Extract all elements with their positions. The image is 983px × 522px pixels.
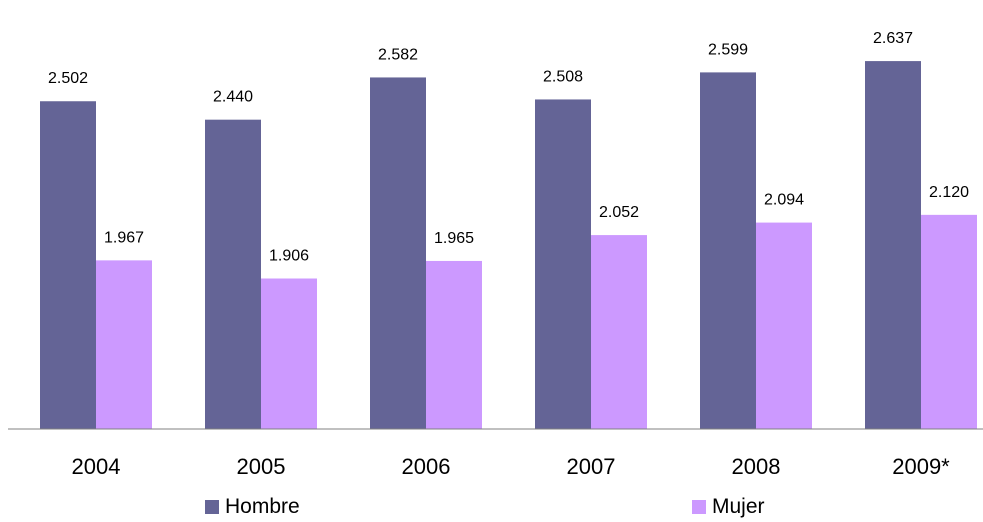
legend-item-hombre: Hombre bbox=[205, 492, 300, 522]
value-label-hombre-2006: 2.582 bbox=[378, 46, 418, 63]
value-label-mujer-2006: 1.965 bbox=[434, 230, 474, 247]
value-label-mujer-2009: 2.120 bbox=[929, 184, 969, 201]
bar-chart: 2.502 1.967 2.440 1.906 2.582 1.965 2.508 2.052… bbox=[8, 30, 983, 479]
value-label-hombre-2005: 2.440 bbox=[213, 89, 253, 106]
bar-hombre-2009 bbox=[865, 61, 921, 430]
bar-hombre-2006 bbox=[370, 77, 426, 429]
value-label-hombre-2007: 2.508 bbox=[543, 68, 583, 85]
bar-mujer-2004 bbox=[96, 260, 152, 429]
bar-hombre-2004 bbox=[40, 101, 96, 429]
bars-group bbox=[40, 61, 977, 430]
x-tick-label-2009: 2009* bbox=[892, 454, 950, 479]
value-label-mujer-2008: 2.094 bbox=[764, 192, 804, 209]
legend-swatch-mujer bbox=[692, 500, 706, 514]
bar-mujer-2006 bbox=[426, 260, 482, 429]
value-label-mujer-2007: 2.052 bbox=[599, 204, 639, 221]
bar-mujer-2009 bbox=[921, 214, 977, 429]
bar-mujer-2005 bbox=[261, 278, 317, 429]
legend-label-mujer: Mujer bbox=[712, 495, 765, 518]
legend-label-hombre: Hombre bbox=[225, 495, 300, 518]
legend-swatch-hombre bbox=[205, 500, 219, 514]
value-label-hombre-2008: 2.599 bbox=[708, 41, 748, 58]
bar-hombre-2007 bbox=[535, 99, 591, 429]
value-label-mujer-2004: 1.967 bbox=[104, 229, 144, 246]
bar-hombre-2005 bbox=[205, 119, 261, 430]
x-tick-label-2004: 2004 bbox=[72, 454, 121, 479]
value-label-mujer-2005: 1.906 bbox=[269, 248, 309, 265]
legend-item-mujer: Mujer bbox=[692, 492, 765, 522]
x-tick-label-2005: 2005 bbox=[237, 454, 286, 479]
value-label-hombre-2004: 2.502 bbox=[48, 70, 88, 87]
bar-mujer-2007 bbox=[591, 235, 647, 429]
x-tick-label-2008: 2008 bbox=[732, 454, 781, 479]
value-labels-group: 2.502 1.967 2.440 1.906 2.582 1.965 2.508 2.052… bbox=[48, 30, 969, 264]
x-tick-label-2006: 2006 bbox=[402, 454, 451, 479]
x-tick-labels-group: 2004 2005 2006 2007 2008 2009* bbox=[72, 454, 951, 479]
bar-mujer-2008 bbox=[756, 222, 812, 429]
value-label-hombre-2009: 2.637 bbox=[873, 30, 913, 47]
x-tick-label-2007: 2007 bbox=[567, 454, 616, 479]
bar-hombre-2008 bbox=[700, 72, 756, 429]
